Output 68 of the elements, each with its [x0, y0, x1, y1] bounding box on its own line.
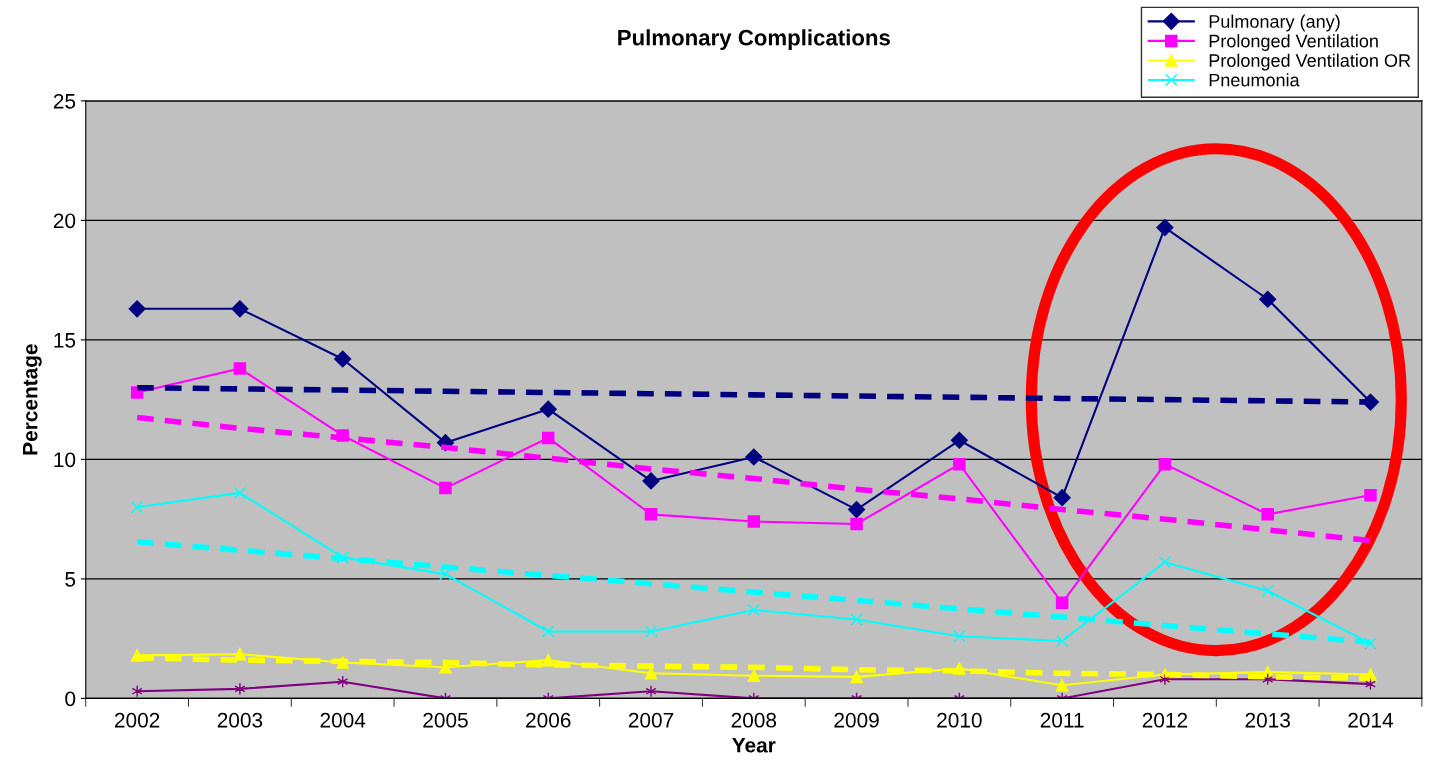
point — [1158, 457, 1172, 471]
point — [745, 448, 763, 466]
point — [128, 300, 146, 318]
point — [642, 472, 660, 490]
x-tick-label: 2014 — [1348, 712, 1394, 728]
point — [541, 625, 555, 638]
point — [1055, 679, 1069, 692]
point — [1261, 584, 1274, 598]
point — [439, 567, 452, 581]
point — [645, 684, 657, 698]
point — [541, 431, 555, 445]
point — [1158, 555, 1172, 569]
x-tick-label: 2003 — [217, 712, 263, 728]
point — [953, 630, 966, 643]
legend-label: Pulmonary (any) — [1209, 14, 1340, 32]
point — [231, 300, 249, 318]
legend-label: Pneumonia — [1209, 73, 1300, 87]
x-axis-title: Year — [732, 738, 776, 753]
y-tick-label: 25 — [53, 93, 76, 109]
y-tick-label: 15 — [54, 333, 76, 348]
point — [130, 500, 144, 514]
point — [1053, 489, 1071, 507]
point — [644, 667, 658, 680]
x-tick-label: 2011 — [1040, 712, 1084, 728]
x-tick-label: 2006 — [526, 712, 571, 728]
point — [950, 431, 968, 449]
point — [233, 362, 247, 375]
legend-label: Prolonged Ventilation OR — [1209, 53, 1411, 71]
x-tick-label: 2002 — [115, 712, 160, 728]
point — [234, 682, 246, 696]
x-tick-label: 2004 — [320, 712, 366, 728]
point — [747, 515, 761, 528]
y-tick-label: 20 — [53, 213, 76, 229]
point — [644, 625, 658, 638]
point — [1259, 290, 1277, 308]
point — [747, 669, 761, 682]
y-axis-title: Percentage — [22, 344, 42, 455]
x-tick-label: 2013 — [1245, 712, 1290, 728]
x-tick-label: 2009 — [834, 712, 879, 728]
point — [850, 670, 863, 684]
point — [1364, 488, 1377, 502]
point — [1156, 219, 1174, 237]
point — [1055, 634, 1069, 648]
x-tick-label: 2012 — [1142, 712, 1188, 728]
x-tick-label: 2008 — [731, 712, 777, 728]
point — [848, 501, 866, 519]
point — [1364, 637, 1377, 650]
y-tick-label: 10 — [54, 452, 76, 468]
x-tick-label: 2007 — [628, 712, 674, 728]
x-tick-label: 2005 — [423, 712, 468, 728]
chart-title: Pulmonary Complications — [618, 29, 890, 50]
legend-label: Prolonged Ventilation — [1209, 34, 1378, 51]
point — [334, 350, 352, 368]
point — [850, 613, 863, 626]
point — [1159, 673, 1171, 686]
y-tick-label: 5 — [65, 572, 76, 587]
point — [1055, 596, 1069, 610]
point — [644, 508, 658, 521]
point — [233, 486, 247, 500]
y-tick-label: 0 — [65, 691, 76, 707]
x-tick-label: 2010 — [937, 712, 982, 728]
point — [439, 481, 452, 495]
point — [747, 603, 761, 617]
point — [539, 400, 557, 418]
point — [850, 517, 863, 531]
point — [953, 457, 966, 471]
point — [131, 684, 143, 698]
point — [1261, 508, 1274, 521]
